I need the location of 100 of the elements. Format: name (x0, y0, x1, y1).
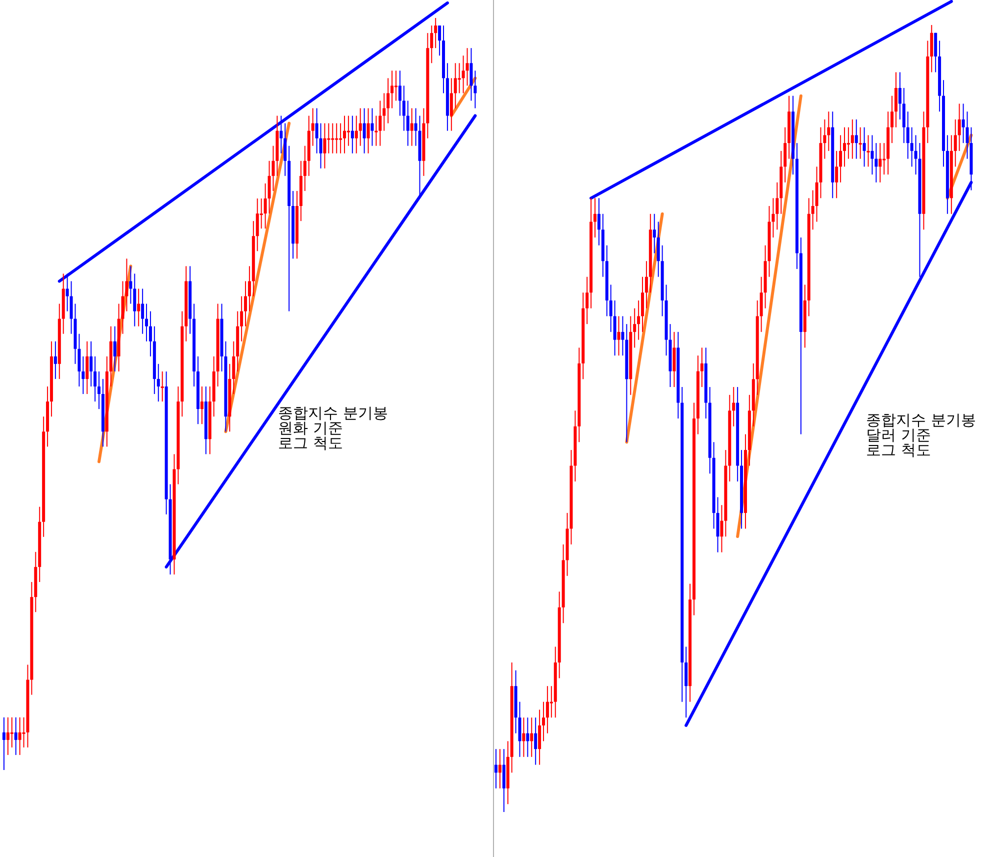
candlestick (550, 686, 553, 718)
annotation: 종합지수 분기봉 원화 기준 로그 척도 (278, 404, 388, 452)
candlestick (458, 62, 461, 94)
candlestick (842, 126, 846, 168)
candlestick (586, 276, 589, 325)
candlestick (494, 748, 498, 789)
candlestick (546, 686, 549, 734)
candlestick (366, 108, 370, 154)
candlestick (846, 126, 850, 160)
candlestick (732, 386, 736, 427)
candlestick (593, 198, 596, 238)
candlestick (910, 126, 914, 168)
candlestick (613, 300, 616, 356)
candlestick (823, 118, 826, 160)
candlestick (633, 308, 636, 348)
candlestick (232, 340, 236, 394)
candlestick (866, 134, 870, 168)
candlestick (382, 92, 386, 132)
candlestick (470, 48, 473, 102)
candlestick (474, 70, 477, 109)
candlestick (882, 142, 886, 176)
candlestick (858, 126, 862, 160)
candlestick (374, 115, 378, 146)
candlestick (672, 331, 676, 388)
candlestick (716, 496, 720, 553)
candlestick (538, 709, 542, 766)
candlestick (354, 115, 358, 154)
candlestick (454, 62, 457, 109)
candlestick (398, 70, 402, 116)
candlestick (248, 266, 251, 312)
candlestick (466, 48, 469, 86)
candlestick (894, 72, 898, 128)
candlestick (530, 717, 534, 758)
candlestick (430, 25, 434, 64)
candlestick (86, 340, 89, 394)
candlestick (526, 717, 530, 758)
candlestick (2, 716, 6, 770)
candlestick (934, 32, 938, 73)
candlestick (200, 386, 204, 425)
candlestick (502, 748, 506, 812)
candlestick (450, 78, 453, 132)
candlestick (148, 310, 152, 357)
candlestick (772, 198, 775, 238)
candlestick (10, 716, 14, 748)
candlestick (6, 716, 10, 756)
candlestick (827, 111, 830, 152)
candlestick (133, 273, 136, 327)
candlestick (129, 266, 132, 304)
candlestick (835, 150, 838, 199)
candlestick (256, 198, 259, 252)
candlestick (874, 142, 878, 183)
candlestick (890, 95, 894, 144)
candlestick (656, 221, 660, 278)
candlestick (350, 115, 354, 154)
candlestick (542, 701, 546, 742)
candlestick (637, 300, 640, 340)
candlestick (54, 340, 57, 380)
candlestick (78, 333, 81, 387)
candlestick (609, 284, 612, 332)
candlestick (902, 87, 906, 144)
candlestick (760, 276, 763, 332)
candlestick (438, 25, 442, 56)
candlestick (82, 356, 85, 394)
candlestick (160, 370, 164, 402)
candlestick (498, 748, 502, 789)
candlestick (394, 70, 398, 102)
candlestick (335, 122, 338, 154)
annotation: 종합지수 분기봉 달러 기준 로그 척도 (866, 411, 976, 459)
candlestick (378, 100, 382, 146)
candlestick (390, 70, 394, 109)
candlestick (323, 122, 326, 169)
candlestick (621, 316, 624, 356)
candlestick (331, 122, 334, 154)
candlestick (311, 108, 314, 146)
candlestick (14, 716, 18, 756)
candlestick (240, 296, 244, 342)
candlestick (684, 646, 688, 718)
candlestick (284, 122, 287, 176)
candlestick (303, 145, 306, 192)
candlestick (962, 103, 965, 144)
candlestick (906, 111, 910, 160)
candlestick (156, 363, 160, 402)
candlestick (90, 340, 93, 387)
candlestick (18, 716, 22, 756)
candlestick (811, 190, 814, 230)
candlestick (930, 24, 934, 73)
candlestick (97, 370, 100, 410)
candlestick (327, 122, 330, 154)
candlestick (958, 103, 961, 152)
candlestick (617, 316, 620, 356)
candlestick (137, 288, 140, 327)
candlestick (534, 717, 538, 766)
candlestick (700, 347, 704, 388)
candlestick (597, 198, 600, 246)
candlestick (652, 213, 656, 254)
candlestick (264, 182, 267, 230)
candlestick (113, 326, 116, 372)
candlestick (362, 108, 366, 154)
candlestick (280, 115, 283, 154)
candlestick (870, 134, 874, 176)
